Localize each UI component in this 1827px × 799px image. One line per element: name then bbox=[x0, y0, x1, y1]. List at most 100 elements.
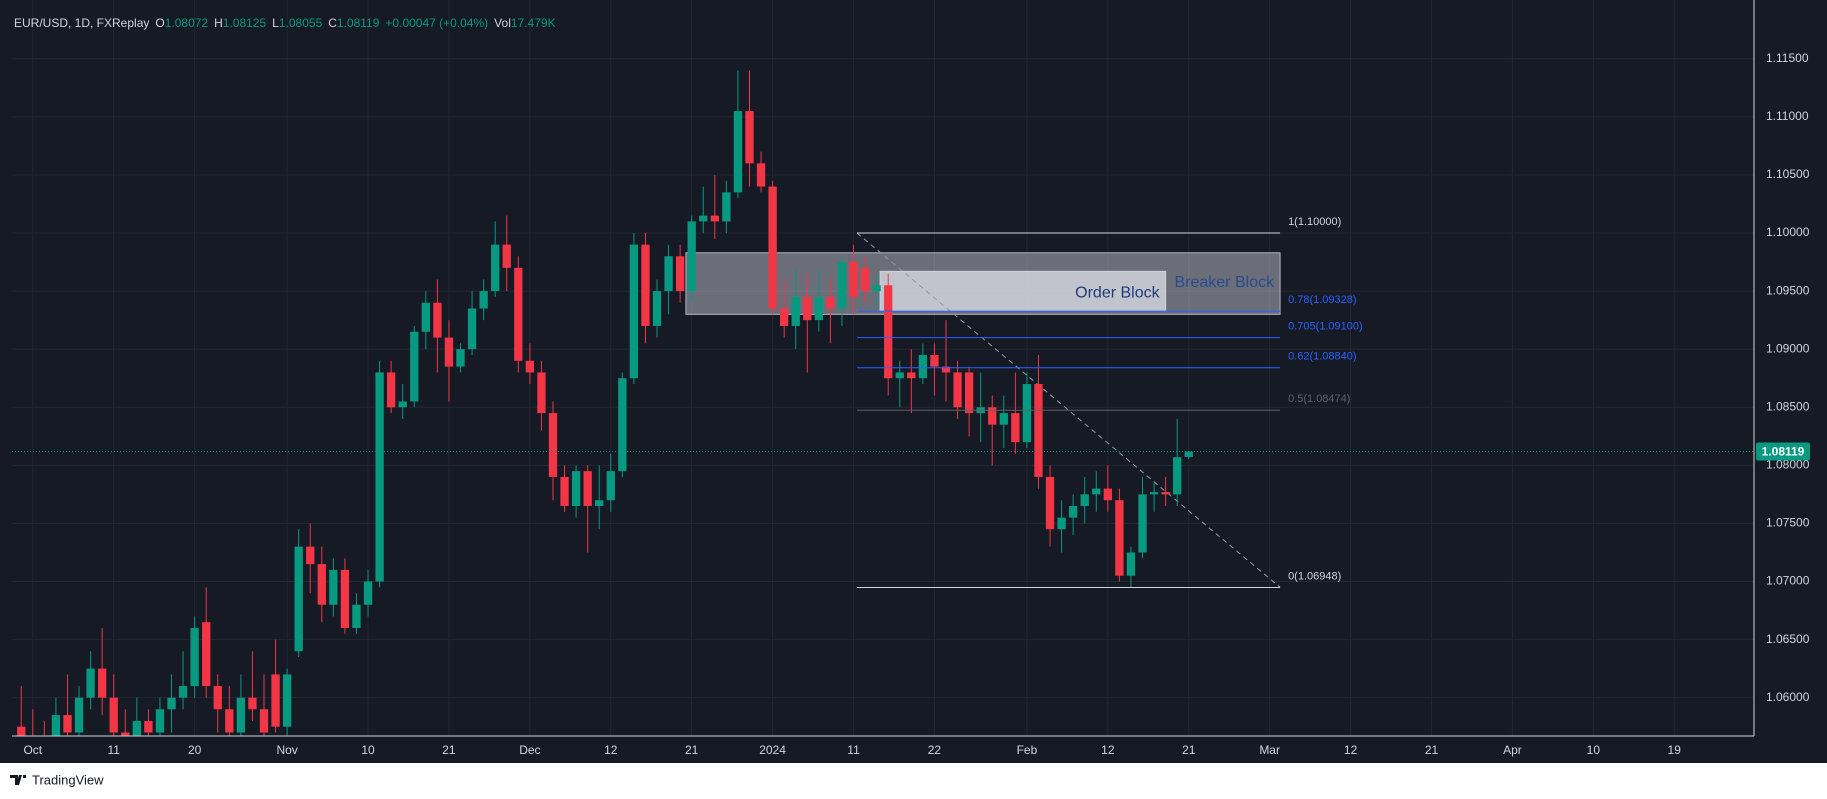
candle-body bbox=[1011, 413, 1020, 443]
candle-body bbox=[814, 296, 824, 321]
candle-body bbox=[1045, 476, 1055, 530]
candle-body bbox=[907, 372, 916, 379]
candle-body bbox=[606, 471, 615, 501]
candle-body bbox=[282, 674, 292, 727]
candle-body bbox=[155, 709, 165, 733]
y-tick-label: 1.09000 bbox=[1766, 341, 1810, 355]
candle-body bbox=[849, 262, 858, 297]
legend-value: 1.08119 bbox=[337, 16, 380, 30]
x-tick-label: 22 bbox=[928, 743, 942, 757]
candle-body bbox=[294, 546, 303, 652]
candle-body bbox=[652, 291, 662, 326]
candle-body bbox=[791, 296, 800, 326]
candle-body bbox=[687, 221, 696, 292]
candle-body bbox=[884, 285, 893, 379]
x-tick-label: 10 bbox=[1587, 743, 1601, 757]
candle-body bbox=[317, 564, 326, 605]
fib-level-label: 1(1.10000) bbox=[1288, 216, 1341, 228]
candle-body bbox=[259, 709, 269, 733]
candle-body bbox=[826, 296, 835, 309]
candle-body bbox=[17, 726, 26, 736]
footer-brand: TradingView bbox=[32, 772, 104, 787]
candle-body bbox=[491, 244, 500, 292]
candle-body bbox=[571, 471, 581, 507]
legend-key: O bbox=[155, 16, 164, 30]
x-tick-label: Oct bbox=[23, 743, 42, 757]
candle-body bbox=[86, 668, 95, 698]
plot bbox=[17, 70, 1281, 736]
x-tick-label: 12 bbox=[604, 743, 618, 757]
candle-body bbox=[745, 111, 754, 164]
candle-body bbox=[340, 569, 350, 628]
legend-value: 1.08125 bbox=[223, 16, 267, 30]
candle-body bbox=[479, 291, 488, 309]
candle-body bbox=[999, 413, 1008, 425]
legend-value: 1.08072 bbox=[165, 16, 209, 30]
symbol-legend: EUR/USD, 1D, FXReplay O1.08072 H1.08125 L1.… bbox=[14, 16, 556, 30]
candle-body bbox=[444, 337, 454, 367]
candle-body bbox=[768, 186, 777, 309]
candle-body bbox=[664, 256, 673, 292]
candle-body bbox=[248, 697, 257, 710]
candle-body bbox=[1173, 457, 1182, 495]
y-tick-label: 1.11000 bbox=[1766, 109, 1809, 123]
x-tick-label: 10 bbox=[361, 743, 375, 757]
logo-icon bbox=[10, 775, 26, 785]
candle-body bbox=[583, 471, 592, 507]
candle-body bbox=[352, 604, 361, 628]
candle-body bbox=[167, 697, 176, 710]
x-tick-label: 12 bbox=[1344, 743, 1358, 757]
y-tick-label: 1.07500 bbox=[1766, 516, 1810, 530]
legend-value: 1.08055 bbox=[279, 16, 323, 30]
x-tick-label: 20 bbox=[188, 743, 202, 757]
candle-body bbox=[964, 372, 974, 414]
candle-body bbox=[537, 372, 546, 414]
candle-body bbox=[1115, 500, 1124, 576]
candle-body bbox=[306, 546, 315, 565]
legend-key: L bbox=[272, 16, 279, 30]
candle-body bbox=[710, 215, 719, 222]
x-tick-label: Feb bbox=[1017, 743, 1038, 757]
y-tick-label: 1.10500 bbox=[1766, 167, 1810, 181]
candle-body bbox=[375, 372, 384, 582]
candle-body bbox=[1149, 492, 1159, 495]
y-tick-label: 1.08000 bbox=[1766, 458, 1810, 472]
candle-body bbox=[398, 401, 407, 408]
candle-body bbox=[988, 407, 997, 425]
candle-body bbox=[1022, 384, 1032, 443]
legend-symbol: EUR/USD, 1D, FXReplay bbox=[14, 16, 149, 30]
candle-body bbox=[121, 732, 130, 736]
y-tick-label: 1.11500 bbox=[1766, 51, 1809, 65]
candle-body bbox=[1161, 492, 1170, 495]
fib-level-label: 0.705(1.09100) bbox=[1288, 320, 1363, 332]
x-tick-label: 11 bbox=[847, 743, 860, 757]
zone-label: Order Block bbox=[1075, 284, 1160, 301]
candle-body bbox=[1092, 488, 1101, 495]
x-tick-label: 19 bbox=[1668, 743, 1682, 757]
candle-body bbox=[190, 627, 199, 687]
candle-body bbox=[502, 244, 511, 268]
candle-body bbox=[918, 354, 928, 379]
y-tick-label: 1.08500 bbox=[1766, 399, 1810, 413]
candle-body bbox=[675, 256, 685, 292]
candle-body bbox=[386, 372, 396, 408]
candle-body bbox=[456, 349, 465, 367]
candle-body bbox=[1080, 494, 1089, 507]
x-tick-label: Nov bbox=[276, 743, 297, 757]
legend-change: +0.00047 (+0.04%) bbox=[385, 16, 488, 30]
last-price-label: 1.08119 bbox=[1762, 445, 1805, 459]
candle-body bbox=[930, 354, 939, 367]
candle-body bbox=[433, 302, 442, 338]
candle-body bbox=[467, 308, 477, 350]
candle-body bbox=[699, 215, 708, 222]
candle-body bbox=[641, 244, 650, 326]
candle-body bbox=[271, 674, 280, 727]
candle-body bbox=[1184, 451, 1193, 457]
candle-body bbox=[941, 366, 951, 373]
legend-key: H bbox=[214, 16, 223, 30]
candle-body bbox=[514, 267, 523, 361]
y-tick-label: 1.07000 bbox=[1766, 574, 1810, 588]
candle-body bbox=[560, 476, 569, 507]
y-tick-label: 1.06500 bbox=[1766, 632, 1810, 646]
x-tick-label: 21 bbox=[685, 743, 699, 757]
